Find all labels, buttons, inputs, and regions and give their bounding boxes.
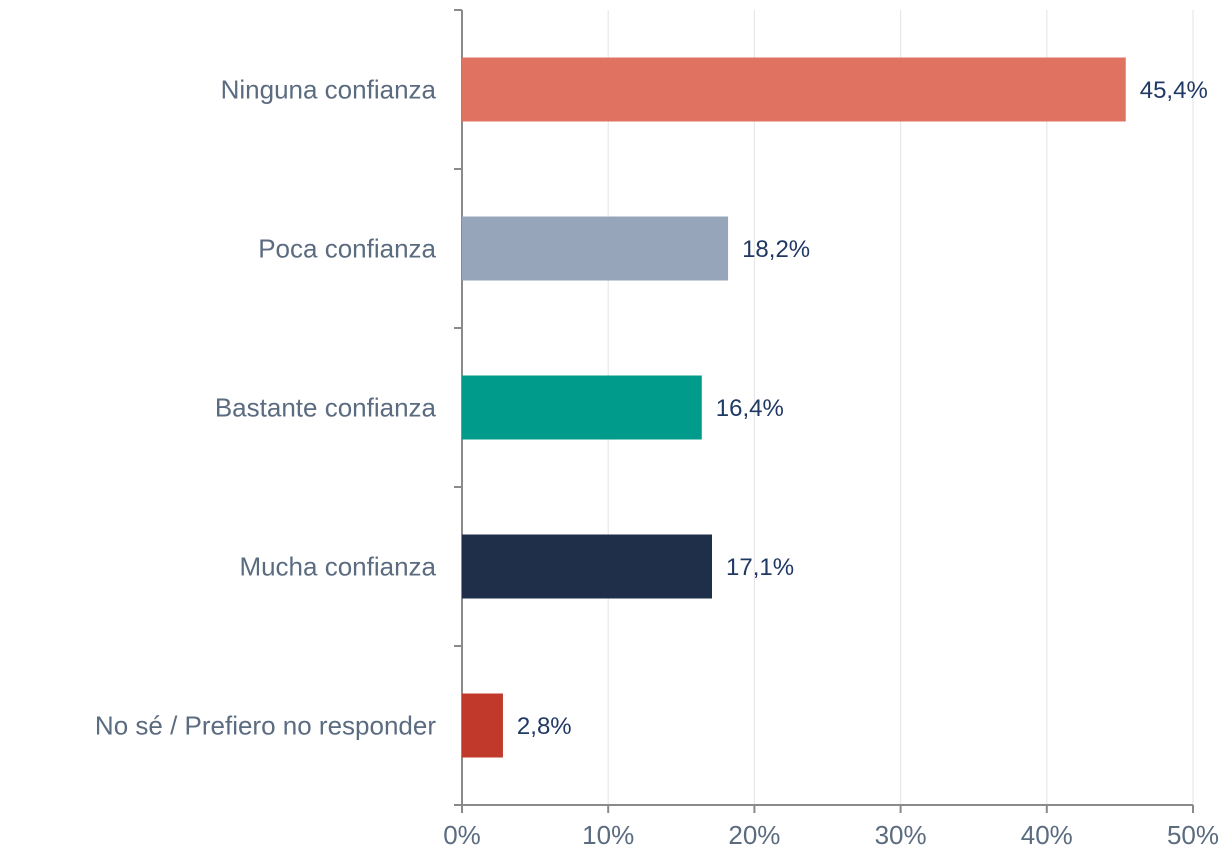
value-label: 2,8% [517,713,572,740]
bar [462,534,713,599]
x-tick-label: 10% [582,820,634,850]
y-tick-label: Ninguna confianza [221,74,437,104]
value-label: 16,4% [716,395,784,422]
y-tick-label: Mucha confianza [239,551,436,581]
bar [462,216,729,281]
y-tick-label: Bastante confianza [215,392,437,422]
x-tick-label: 40% [1021,820,1073,850]
bar [462,693,503,758]
y-tick-label: No sé / Prefiero no responder [95,710,436,740]
x-tick-label: 30% [875,820,927,850]
x-tick-label: 50% [1167,820,1219,850]
value-label: 17,1% [726,554,794,581]
x-tick-label: 0% [443,820,481,850]
bar [462,57,1126,122]
x-tick-label: 20% [728,820,780,850]
bar [462,375,702,440]
value-label: 18,2% [742,236,810,263]
y-tick-label: Poca confianza [258,233,436,263]
value-label: 45,4% [1140,77,1208,104]
